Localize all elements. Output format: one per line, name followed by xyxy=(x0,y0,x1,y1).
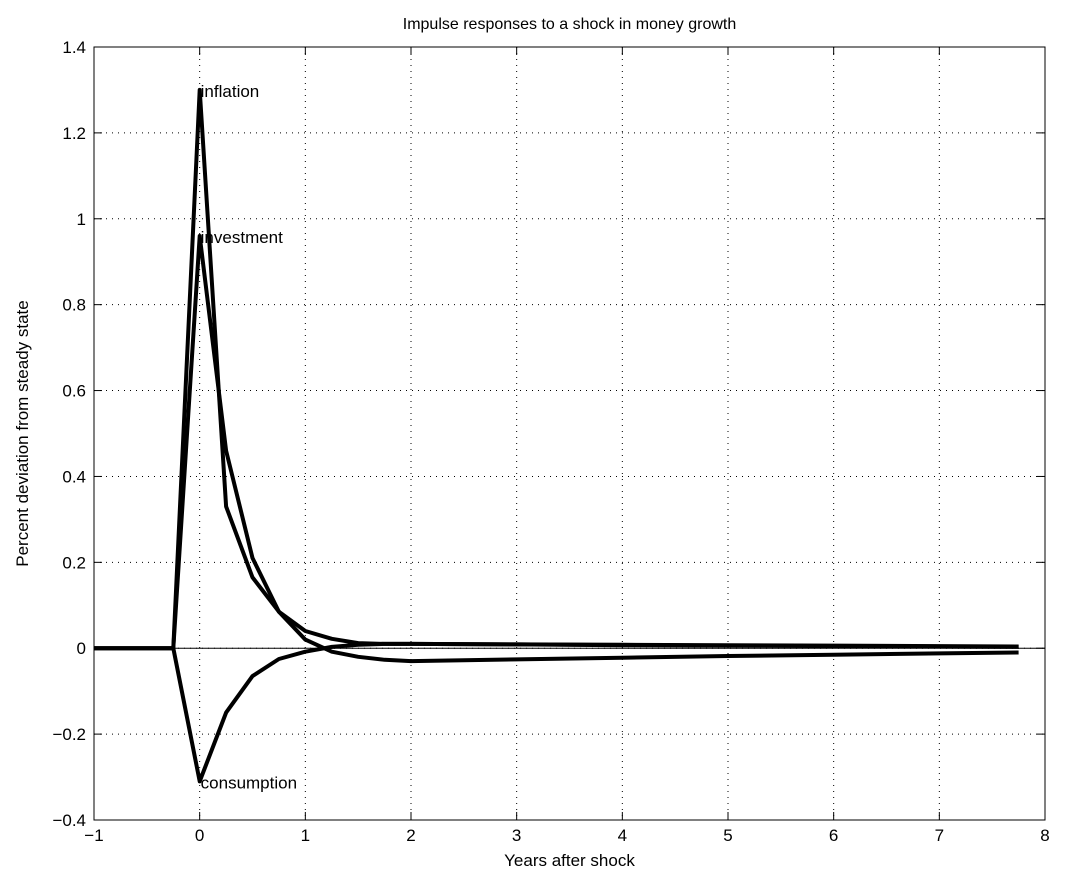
series-annotations: inflation investment consumption xyxy=(201,82,297,792)
y-tick-label: 0 xyxy=(77,639,86,658)
axis-ticks: −1 0 1 2 3 4 5 6 7 8 −0.4 −0.2 0 0.2 0.4 0.6 0.8 1 1.2 1.4 xyxy=(52,38,1049,845)
annotation-inflation: inflation xyxy=(201,82,260,101)
x-tick-label: 7 xyxy=(935,826,944,845)
x-tick-label: 2 xyxy=(406,826,415,845)
plot-frame xyxy=(93,46,1046,821)
y-tick-label: 0.2 xyxy=(62,553,86,572)
y-tick-label: 1.2 xyxy=(62,124,86,143)
annotation-consumption: consumption xyxy=(201,773,297,792)
x-tick-label: 3 xyxy=(512,826,521,845)
y-tick-label: 0.4 xyxy=(62,467,86,486)
y-tick-label: −0.4 xyxy=(52,811,86,830)
x-tick-label: 5 xyxy=(723,826,732,845)
chart-title: Impulse responses to a shock in money gr… xyxy=(403,16,737,33)
x-tick-label: 0 xyxy=(195,826,204,845)
x-tick-label: 8 xyxy=(1040,826,1049,845)
y-tick-label: 1.4 xyxy=(62,38,86,57)
x-axis-label: Years after shock xyxy=(504,851,635,870)
y-axis-label: Percent deviation from steady state xyxy=(13,300,32,566)
x-tick-label: −1 xyxy=(84,826,103,845)
y-tick-label: 0.6 xyxy=(62,382,86,401)
y-tick-label: 1 xyxy=(77,210,86,229)
x-tick-label: 6 xyxy=(829,826,838,845)
x-tick-label: 1 xyxy=(301,826,310,845)
y-tick-label: 0.8 xyxy=(62,296,86,315)
series-lines xyxy=(94,87,1019,784)
annotation-investment: investment xyxy=(201,228,283,247)
y-tick-label: −0.2 xyxy=(52,725,86,744)
series-line-consumption xyxy=(94,641,1019,784)
x-tick-label: 4 xyxy=(618,826,627,845)
